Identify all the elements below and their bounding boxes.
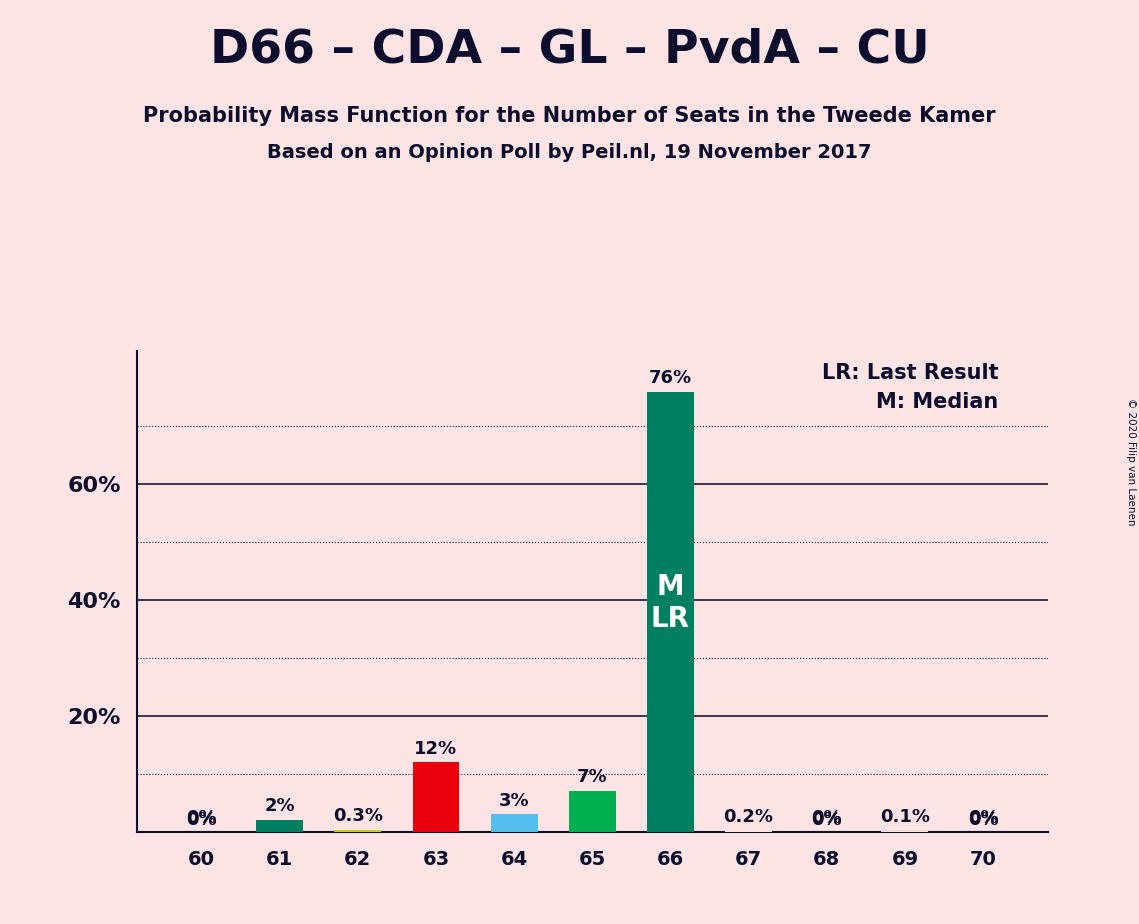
- Text: 0%: 0%: [187, 809, 216, 827]
- Bar: [726, 831, 772, 832]
- Text: 0%: 0%: [811, 809, 842, 827]
- Text: 0.3%: 0.3%: [333, 808, 383, 825]
- Text: 0%: 0%: [968, 810, 998, 829]
- Text: 12%: 12%: [415, 739, 458, 758]
- Bar: [491, 814, 538, 832]
- Text: 0%: 0%: [811, 810, 842, 829]
- Text: 3%: 3%: [499, 792, 530, 809]
- Text: 2%: 2%: [264, 797, 295, 815]
- Bar: [412, 762, 459, 832]
- Text: 7%: 7%: [577, 769, 607, 786]
- Bar: [647, 392, 694, 832]
- Bar: [568, 791, 616, 832]
- Text: M
LR: M LR: [650, 573, 690, 633]
- Text: Based on an Opinion Poll by Peil.nl, 19 November 2017: Based on an Opinion Poll by Peil.nl, 19 …: [268, 143, 871, 163]
- Text: 0%: 0%: [968, 809, 998, 827]
- Text: © 2020 Filip van Laenen: © 2020 Filip van Laenen: [1126, 398, 1136, 526]
- Bar: [256, 820, 303, 832]
- Bar: [335, 830, 382, 832]
- Text: 76%: 76%: [649, 369, 693, 387]
- Text: 0.1%: 0.1%: [879, 808, 929, 826]
- Text: Probability Mass Function for the Number of Seats in the Tweede Kamer: Probability Mass Function for the Number…: [144, 106, 995, 127]
- Text: 0.2%: 0.2%: [723, 808, 773, 826]
- Text: M: Median: M: Median: [876, 392, 999, 412]
- Text: 0%: 0%: [187, 810, 216, 829]
- Text: D66 – CDA – GL – PvdA – CU: D66 – CDA – GL – PvdA – CU: [210, 28, 929, 73]
- Text: LR: Last Result: LR: Last Result: [822, 363, 999, 383]
